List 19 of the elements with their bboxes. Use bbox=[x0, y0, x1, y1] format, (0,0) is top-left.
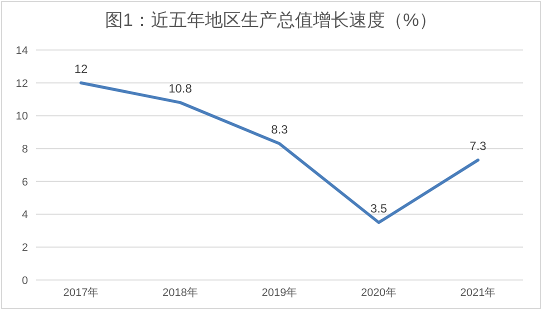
y-tick-label: 10 bbox=[16, 110, 28, 123]
x-tick-label: 2021年 bbox=[460, 286, 496, 299]
data-label: 3.5 bbox=[370, 202, 388, 216]
x-tick-label: 2020年 bbox=[361, 286, 396, 299]
x-tick-label: 2018年 bbox=[162, 286, 198, 299]
y-tick-label: 4 bbox=[22, 209, 28, 222]
data-label: 7.3 bbox=[470, 139, 487, 154]
y-tick-label: 14 bbox=[16, 44, 28, 57]
y-tick-label: 0 bbox=[22, 274, 28, 287]
x-tick-label: 2019年 bbox=[262, 286, 298, 299]
data-label: 12 bbox=[74, 62, 88, 76]
data-label: 8.3 bbox=[271, 122, 288, 137]
y-tick-label: 12 bbox=[16, 78, 28, 90]
y-tick-label: 6 bbox=[22, 176, 28, 188]
x-tick-label: 2017年 bbox=[63, 286, 99, 299]
y-tick-label: 2 bbox=[22, 242, 28, 254]
data-label: 10.8 bbox=[168, 82, 192, 96]
chart-title: 图1：近五年地区生产总值增长速度（%） bbox=[104, 9, 438, 32]
y-tick-label: 8 bbox=[22, 143, 28, 156]
